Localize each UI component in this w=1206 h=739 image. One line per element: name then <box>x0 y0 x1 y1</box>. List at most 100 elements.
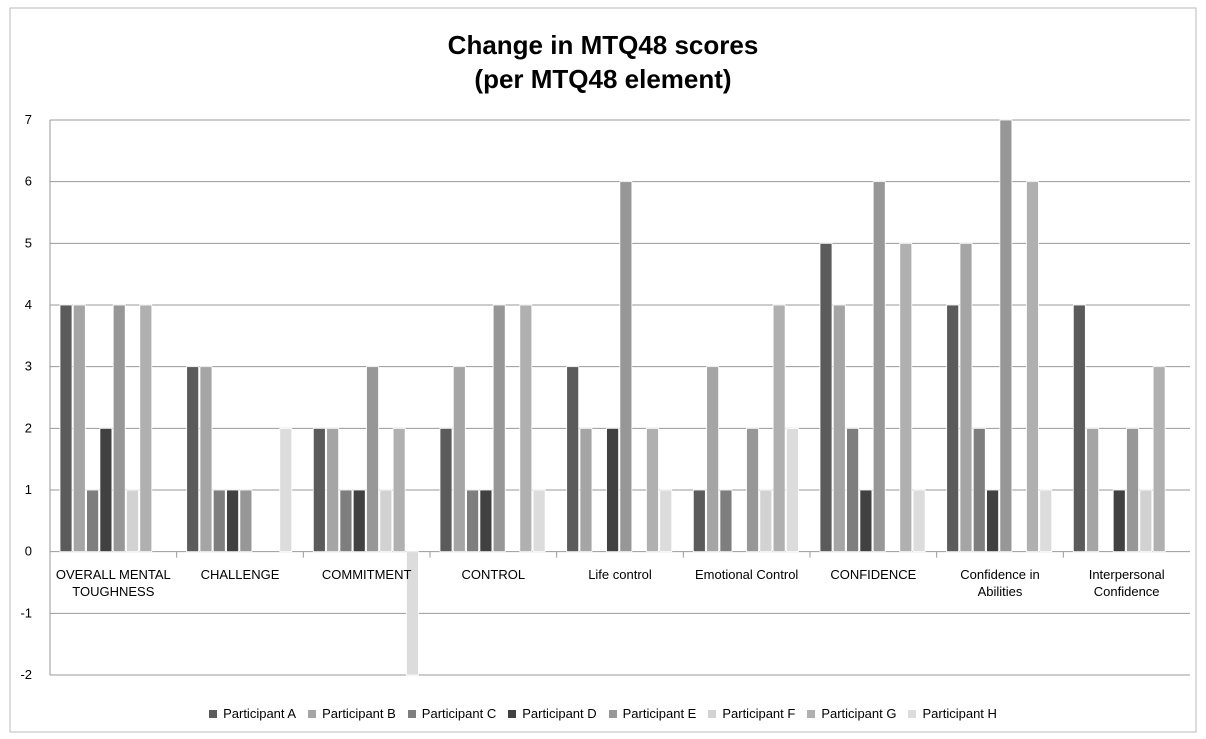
bar <box>606 427 619 553</box>
y-tick-label: 2 <box>25 420 32 435</box>
bar <box>519 304 533 553</box>
bar <box>126 489 139 553</box>
legend-label: Participant A <box>223 706 297 721</box>
bar <box>946 304 960 553</box>
chart-subtitle: (per MTQ48 element) <box>474 64 732 94</box>
legend-item: Participant E <box>608 706 696 721</box>
bar <box>112 304 126 553</box>
bar <box>492 304 506 553</box>
bar <box>239 489 253 553</box>
bar <box>392 427 406 553</box>
bar <box>406 551 419 676</box>
bar <box>366 366 379 553</box>
bar <box>786 427 799 553</box>
bar <box>212 489 226 553</box>
bar <box>566 366 580 553</box>
x-tick-label: CONFIDENCE <box>830 567 917 582</box>
bar <box>719 489 733 553</box>
bar <box>466 489 480 553</box>
bar <box>706 366 720 553</box>
bar <box>1139 489 1153 553</box>
x-tick-label: Confidence in Abilities <box>960 567 1040 599</box>
legend-label: Participant D <box>522 706 597 721</box>
bar <box>1086 427 1100 553</box>
chart-border <box>9 7 1197 733</box>
bar <box>1039 489 1053 553</box>
legend-swatch <box>407 709 416 718</box>
bar <box>619 181 633 553</box>
bar <box>532 489 546 553</box>
legend-swatch <box>908 709 917 718</box>
bar <box>226 489 239 553</box>
bar <box>912 489 926 553</box>
bar <box>999 119 1013 553</box>
bar <box>279 427 293 553</box>
legend-label: Participant H <box>922 706 997 721</box>
bar <box>439 427 453 553</box>
chart-title: Change in MTQ48 scores <box>447 30 759 60</box>
bar <box>379 489 393 553</box>
bar <box>972 427 986 553</box>
bar <box>692 489 706 553</box>
legend-label: Participant G <box>821 706 897 721</box>
bar <box>659 489 673 553</box>
legend-swatch <box>308 709 317 718</box>
bar <box>899 242 913 553</box>
legend-item: Participant D <box>508 706 597 721</box>
bar <box>746 427 759 553</box>
bar <box>72 304 86 553</box>
x-tick-label: Emotional Control <box>694 567 799 582</box>
legend-item: Participant A <box>209 706 296 721</box>
bar <box>1026 181 1039 553</box>
bar <box>199 366 213 553</box>
bar <box>186 366 200 553</box>
legend-item: Participant H <box>908 706 997 721</box>
legend-label: Participant F <box>722 706 796 721</box>
bar <box>859 489 873 553</box>
x-tick-label: Interpersonal Confidence <box>1088 567 1165 599</box>
y-tick-label: 5 <box>25 235 32 250</box>
y-tick-label: -2 <box>20 667 32 682</box>
bar <box>986 489 999 553</box>
x-tick-label: OVERALL MENTAL TOUGHNESS <box>55 567 171 599</box>
legend-item: Participant G <box>807 706 896 721</box>
bar <box>819 242 833 553</box>
bar <box>479 489 493 553</box>
legend-item: Participant B <box>308 706 396 721</box>
bar <box>579 427 593 553</box>
y-tick-label: 4 <box>25 297 32 312</box>
bar <box>312 427 326 553</box>
x-tick-label: Life control <box>588 567 652 582</box>
legend-swatch <box>807 709 816 718</box>
bar <box>646 427 659 553</box>
bar <box>326 427 340 553</box>
bar <box>59 304 73 553</box>
legend-swatch <box>608 709 617 718</box>
legend-label: Participant C <box>421 706 497 721</box>
bar <box>1152 366 1166 553</box>
x-tick-label: COMMITMENT <box>321 567 412 582</box>
bar <box>139 304 153 553</box>
bar <box>352 489 366 553</box>
bar <box>452 366 466 553</box>
legend-label: Participant B <box>322 706 396 721</box>
legend-swatch <box>209 709 218 718</box>
bar <box>99 427 113 553</box>
legend-swatch <box>708 709 717 718</box>
bar <box>772 304 786 553</box>
bar <box>339 489 353 553</box>
x-tick-label: CONTROL <box>461 567 526 582</box>
bar <box>1112 489 1126 553</box>
bar <box>1126 427 1139 553</box>
y-tick-label: 7 <box>25 112 32 127</box>
bar <box>872 181 886 553</box>
y-tick-label: 3 <box>25 359 32 374</box>
x-tick-label: CHALLENGE <box>200 567 280 582</box>
bar <box>959 242 973 553</box>
bar <box>759 489 773 553</box>
y-tick-label: 0 <box>25 544 32 559</box>
y-tick-label: 1 <box>25 482 32 497</box>
y-tick-label: 6 <box>25 174 32 189</box>
bar <box>1072 304 1086 553</box>
